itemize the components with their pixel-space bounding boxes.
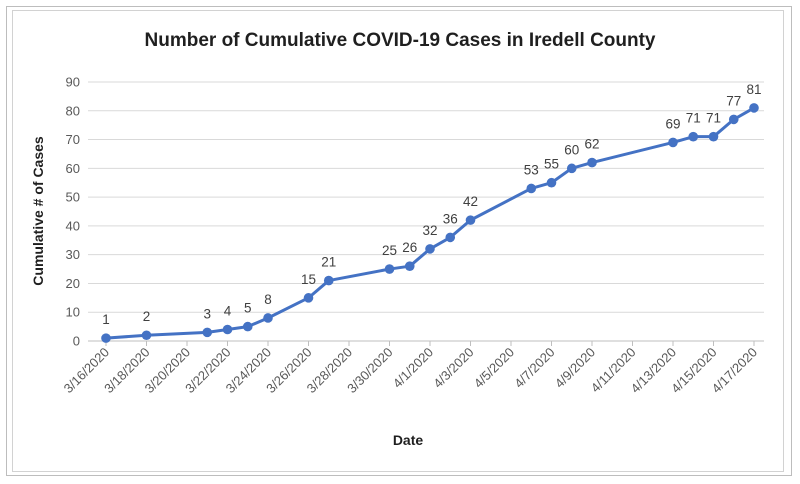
data-point bbox=[303, 293, 314, 303]
data-point bbox=[445, 232, 456, 243]
data-point bbox=[465, 215, 476, 225]
x-tick-label: 4/3/2020 bbox=[430, 345, 476, 391]
data-labels: 1 2 3 4 58 15 21 25 26 32 36 42 53 55 60 62 69 71 71 77 81 bbox=[102, 82, 761, 327]
data-point bbox=[101, 333, 111, 343]
data-label: 25 bbox=[382, 243, 397, 258]
data-label: 55 bbox=[544, 157, 559, 172]
data-point bbox=[688, 131, 699, 142]
data-label: 8 bbox=[264, 292, 272, 307]
series-points bbox=[101, 103, 759, 343]
data-label: 15 bbox=[301, 272, 316, 287]
data-point bbox=[566, 163, 577, 174]
x-tick-labels: 3/16/20203/18/20203/20/20203/22/20203/24… bbox=[61, 345, 761, 397]
data-label: 21 bbox=[321, 255, 336, 270]
data-label: 71 bbox=[706, 111, 721, 126]
y-tick-label: 70 bbox=[66, 132, 80, 147]
data-label: 4 bbox=[224, 303, 232, 318]
data-point bbox=[242, 321, 253, 332]
data-label: 1 bbox=[102, 312, 110, 327]
data-label: 32 bbox=[422, 223, 437, 238]
x-axis-title: Date bbox=[393, 432, 424, 448]
data-point bbox=[749, 103, 759, 113]
chart-title: Number of Cumulative COVID-19 Cases in I… bbox=[144, 30, 656, 51]
data-label: 60 bbox=[564, 142, 579, 157]
data-label: 71 bbox=[686, 111, 701, 126]
data-point bbox=[425, 244, 435, 254]
data-point bbox=[708, 131, 719, 142]
data-point bbox=[587, 157, 597, 168]
y-tick-label: 20 bbox=[66, 276, 80, 291]
data-label: 26 bbox=[402, 240, 417, 255]
series-polyline bbox=[105, 106, 755, 340]
data-label: 69 bbox=[665, 116, 680, 131]
data-label: 42 bbox=[463, 194, 478, 209]
y-tick-label: 60 bbox=[66, 161, 80, 176]
data-point bbox=[202, 327, 213, 338]
data-point bbox=[404, 261, 415, 271]
data-point bbox=[668, 137, 678, 148]
data-point bbox=[263, 313, 273, 323]
data-label: 81 bbox=[746, 82, 761, 97]
data-label: 53 bbox=[524, 162, 539, 177]
data-point bbox=[141, 330, 152, 341]
data-label: 77 bbox=[726, 93, 741, 108]
data-point bbox=[526, 183, 537, 194]
data-label: 5 bbox=[244, 301, 252, 316]
y-axis-title: Cumulative # of Cases bbox=[30, 136, 46, 286]
data-point bbox=[546, 177, 557, 188]
chart-area-frame bbox=[12, 10, 784, 472]
data-point bbox=[384, 264, 395, 274]
y-tick-label: 0 bbox=[73, 334, 80, 349]
y-tick-labels: 0 10 20 30 40 50 60 70 80 90 bbox=[66, 75, 80, 349]
x-tick-label: 4/7/2020 bbox=[511, 345, 557, 391]
data-point bbox=[323, 275, 334, 286]
gridlines bbox=[88, 81, 764, 346]
data-label: 62 bbox=[584, 137, 599, 152]
data-point bbox=[222, 324, 233, 335]
x-tick-label: 4/1/2020 bbox=[390, 345, 436, 391]
data-point bbox=[728, 114, 739, 125]
y-tick-label: 40 bbox=[66, 218, 80, 233]
y-tick-label: 80 bbox=[66, 103, 80, 118]
y-tick-label: 50 bbox=[66, 190, 80, 205]
y-tick-label: 30 bbox=[66, 247, 80, 262]
y-tick-label: 10 bbox=[66, 305, 80, 320]
data-label: 2 bbox=[143, 309, 151, 324]
y-tick-label: 90 bbox=[66, 75, 80, 90]
x-tick-label: 4/5/2020 bbox=[471, 345, 517, 391]
data-label: 36 bbox=[443, 211, 458, 226]
series-line bbox=[105, 106, 755, 340]
data-label: 3 bbox=[203, 306, 211, 321]
